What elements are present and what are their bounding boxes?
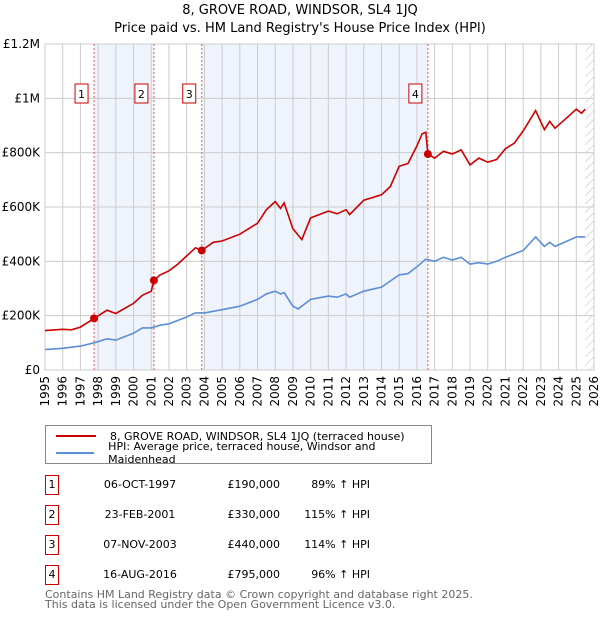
y-tick-label: £400K — [2, 254, 42, 268]
sale-label: 4 — [412, 88, 419, 101]
legend-label: HPI: Average price, terraced house, Wind… — [108, 440, 376, 466]
x-tick-label: 2009 — [286, 376, 300, 407]
y-tick-label: £1M — [14, 91, 40, 105]
sale-row: 2 23-FEB-2001 £330,000 115% ↑ HPI — [45, 505, 445, 525]
sale-price: £440,000 — [227, 538, 281, 551]
x-tick-label: 1998 — [91, 376, 105, 407]
legend-item-hpi: HPI: Average price, terraced house, Wind… — [56, 440, 431, 466]
chart-title: 8, GROVE ROAD, WINDSOR, SL4 1JQ — [182, 3, 418, 18]
y-tick-label: £0 — [25, 363, 40, 377]
blue-line-swatch — [56, 452, 95, 454]
x-tick-label: 2025 — [569, 376, 583, 407]
hpi-line — [44, 235, 586, 351]
legend-item-property: 8, GROVE ROAD, WINDSOR, SL4 1JQ (terrace… — [56, 428, 405, 444]
sale-marker-badge: 1 — [45, 475, 59, 495]
x-tick-label: 2021 — [498, 376, 512, 407]
sale-label: 2 — [138, 88, 145, 101]
sale-label-box — [134, 83, 149, 104]
sale-hpi-change: 115% ↑ HPI — [304, 508, 370, 521]
sale-hpi-change: 96% ↑ HPI — [311, 568, 370, 581]
x-tick-label: 2002 — [162, 376, 176, 407]
price-chart: 1995 1996 1997 1998 1999 2000 2001 2002 2003 2004… — [2, 37, 600, 407]
sale-point — [197, 246, 206, 255]
legend: 8, GROVE ROAD, WINDSOR, SL4 1JQ (terrace… — [45, 425, 432, 466]
sale-marker-badge: 4 — [45, 565, 59, 585]
x-tick-label: 2024 — [552, 376, 566, 407]
sale-date: 23-FEB-2001 — [104, 508, 176, 521]
sale-point — [149, 276, 158, 285]
sale-label-box — [182, 83, 197, 104]
x-tick-label: 2003 — [180, 376, 194, 407]
x-tick-label: 2015 — [392, 376, 406, 407]
sale-marker-badge: 3 — [45, 535, 59, 555]
x-tick-label: 2014 — [374, 376, 388, 407]
sale-point — [423, 150, 432, 159]
x-tick-label: 2005 — [215, 376, 229, 407]
y-tick-label: £1.2M — [3, 37, 40, 51]
x-tick-label: 2004 — [197, 376, 211, 407]
x-tick-label: 2001 — [144, 376, 158, 407]
x-tick-label: 2006 — [233, 376, 247, 407]
red-line-swatch — [56, 435, 96, 437]
sale-price: £795,000 — [227, 568, 281, 581]
x-tick-label: 2026 — [587, 376, 600, 407]
x-tick-label: 2000 — [127, 376, 141, 407]
x-tick-label: 2011 — [321, 376, 335, 407]
sale-row: 4 16-AUG-2016 £795,000 96% ↑ HPI — [45, 565, 445, 585]
sale-label-box — [74, 83, 89, 104]
licence-text: This data is licensed under the Open Gov… — [45, 598, 396, 611]
sale-price: £330,000 — [227, 508, 281, 521]
y-tick-label: £800K — [2, 146, 42, 160]
x-tick-label: 2019 — [463, 376, 477, 407]
x-tick-label: 1995 — [38, 376, 52, 407]
x-tick-label: 2022 — [516, 376, 530, 407]
x-tick-label: 2018 — [445, 376, 459, 407]
x-tick-label: 2007 — [251, 376, 265, 407]
sale-row: 1 06-OCT-1997 £190,000 89% ↑ HPI — [45, 475, 445, 495]
sale-label: 1 — [78, 88, 85, 101]
sale-marker-badge: 2 — [45, 505, 59, 525]
x-tick-label: 1997 — [73, 376, 87, 407]
x-tick-label: 2016 — [410, 376, 424, 407]
sale-label-box — [408, 83, 423, 104]
sale-row: 3 07-NOV-2003 £440,000 114% ↑ HPI — [45, 535, 445, 555]
chart-subtitle: Price paid vs. HM Land Registry's House … — [114, 21, 486, 36]
x-tick-label: 2012 — [339, 376, 353, 407]
plot-border — [44, 43, 595, 371]
x-tick-label: 2008 — [268, 376, 282, 407]
sale-price: £190,000 — [227, 478, 281, 491]
x-tick-label: 2020 — [481, 376, 495, 407]
x-tick-label: 2023 — [534, 376, 548, 407]
sale-date: 07-NOV-2003 — [103, 538, 177, 551]
sale-date: 16-AUG-2016 — [103, 568, 177, 581]
sale-label: 3 — [186, 88, 193, 101]
x-tick-label: 1996 — [56, 376, 70, 407]
x-tick-label: 2017 — [428, 376, 442, 407]
sale-hpi-change: 89% ↑ HPI — [311, 478, 370, 491]
sale-date: 06-OCT-1997 — [103, 478, 177, 491]
sale-hpi-change: 114% ↑ HPI — [304, 538, 370, 551]
copyright-text: Contains HM Land Registry data © Crown c… — [45, 588, 473, 601]
legend-label: 8, GROVE ROAD, WINDSOR, SL4 1JQ (terrace… — [110, 429, 405, 443]
x-tick-label: 2013 — [357, 376, 371, 407]
sale-point — [90, 314, 99, 323]
y-tick-label: £200K — [2, 309, 42, 323]
x-tick-label: 1999 — [109, 376, 123, 407]
footer: Contains HM Land Registry data © Crown c… — [45, 588, 473, 611]
x-tick-label: 2010 — [304, 376, 318, 407]
y-tick-label: £600K — [2, 200, 42, 214]
